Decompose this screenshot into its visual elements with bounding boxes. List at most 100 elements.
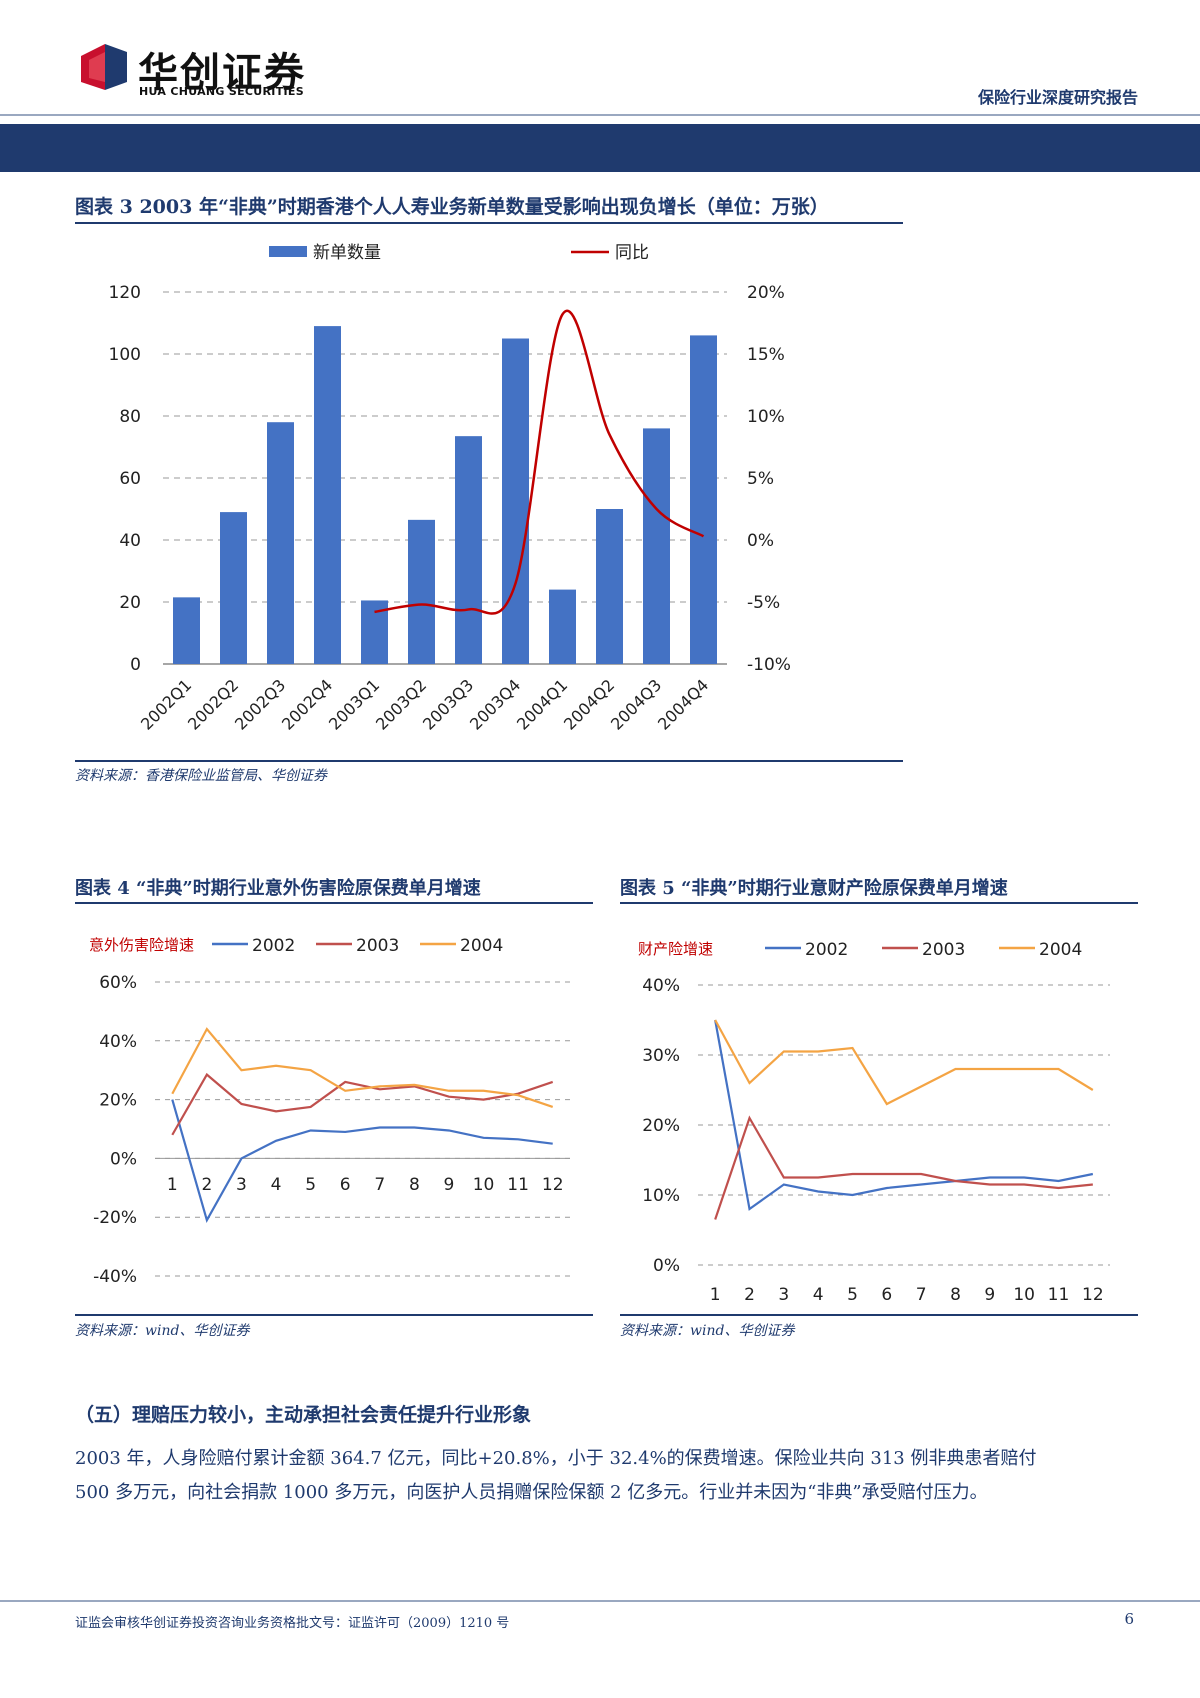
y-tick-label: 30% bbox=[642, 1046, 680, 1066]
figure4-source: 资料来源：wind、华创证券 bbox=[75, 1323, 250, 1339]
header-band bbox=[0, 124, 1200, 172]
legend-label-2003: 2003 bbox=[922, 940, 965, 960]
x-tick-label: 7 bbox=[916, 1285, 927, 1305]
x-tick-label: 2002Q1 bbox=[137, 675, 195, 733]
x-tick-label: 2003Q1 bbox=[325, 675, 383, 733]
x-tick-label: 2 bbox=[744, 1285, 755, 1305]
legend-label-2004: 2004 bbox=[460, 936, 503, 956]
y-tick-label: 40% bbox=[642, 976, 680, 996]
series-line-2004 bbox=[171, 1027, 554, 1108]
y-right-tick-label: 20% bbox=[747, 283, 785, 303]
y-tick-label: -20% bbox=[93, 1208, 137, 1228]
report-type: 保险行业深度研究报告 bbox=[977, 88, 1138, 107]
figure4-bottom-rule bbox=[75, 1314, 593, 1316]
y-tick-label: 20% bbox=[99, 1091, 137, 1111]
x-tick-label: 5 bbox=[847, 1285, 858, 1305]
bar bbox=[408, 519, 435, 664]
logo-mark-icon bbox=[81, 44, 127, 90]
x-tick-label: 2002Q4 bbox=[278, 675, 336, 733]
legend-label-bars: 新单数量 bbox=[313, 243, 381, 263]
page-number: 6 bbox=[1124, 1610, 1134, 1628]
x-tick-label: 10 bbox=[473, 1175, 495, 1195]
figure3-bottom-rule bbox=[75, 760, 903, 762]
figure4-title: 图表 4 “非典”时期行业意外伤害险原保费单月增速 bbox=[75, 878, 481, 899]
footer-license: 证监会审核华创证券投资咨询业务资格批文号：证监许可（2009）1210 号 bbox=[75, 1616, 510, 1631]
x-tick-label: 2002Q2 bbox=[184, 675, 242, 733]
x-tick-label: 2004Q1 bbox=[513, 675, 571, 733]
series-line-2002 bbox=[171, 1099, 553, 1223]
figure3-title: 图表 3 2003 年“非典”时期香港个人人寿业务新单数量受影响出现负增长（单位… bbox=[75, 196, 829, 218]
y-tick-label: 60% bbox=[99, 973, 137, 993]
legend-label-2002: 2002 bbox=[252, 936, 295, 956]
legend-label-2003: 2003 bbox=[356, 936, 399, 956]
y-right-tick-label: 5% bbox=[747, 469, 774, 489]
y-tick-label: 0% bbox=[110, 1149, 137, 1169]
bar bbox=[455, 436, 482, 664]
x-tick-label: 2003Q4 bbox=[466, 675, 524, 733]
figure3-chart: 0 20 40 60 80 100 120 -10% -5% 0% 5% 10% 15% 20% 2002Q… bbox=[109, 243, 791, 734]
series-line-2003 bbox=[171, 1072, 554, 1136]
footer-rule bbox=[0, 1600, 1200, 1602]
logo-text-en: HUA CHUANG SECURITIES bbox=[139, 85, 304, 98]
y-left-tick-label: 120 bbox=[109, 283, 141, 303]
series-line-2004 bbox=[714, 1019, 1094, 1106]
y-left-tick-label: 60 bbox=[119, 469, 141, 489]
x-tick-label: 2004Q2 bbox=[560, 675, 618, 733]
figure5-source: 资料来源：wind、华创证券 bbox=[620, 1323, 795, 1339]
figure5-bottom-rule bbox=[620, 1314, 1138, 1316]
x-tick-label: 8 bbox=[409, 1175, 420, 1195]
figure5-title: 图表 5 “非典”时期行业意财产险原保费单月增速 bbox=[620, 878, 1008, 899]
series-line-2003 bbox=[714, 1115, 1093, 1220]
y-right-tick-label: -5% bbox=[747, 593, 780, 613]
x-tick-label: 5 bbox=[305, 1175, 316, 1195]
x-tick-label: 2004Q4 bbox=[654, 675, 712, 733]
y-tick-label: 40% bbox=[99, 1032, 137, 1052]
figure5-top-rule bbox=[620, 902, 1138, 904]
x-tick-label: 4 bbox=[271, 1175, 282, 1195]
x-tick-label: 11 bbox=[1048, 1285, 1070, 1305]
header-rule bbox=[0, 114, 1200, 116]
y-right-tick-label: 10% bbox=[747, 407, 785, 427]
legend-title: 财产险增速 bbox=[638, 940, 713, 958]
x-tick-label: 9 bbox=[444, 1175, 455, 1195]
bar bbox=[596, 509, 623, 664]
series-line-2002 bbox=[714, 1019, 1094, 1211]
x-tick-label: 2004Q3 bbox=[607, 675, 665, 733]
y-tick-label: 10% bbox=[642, 1186, 680, 1206]
logo-text-cn: 华创证券 bbox=[138, 50, 306, 96]
y-left-tick-label: 40 bbox=[119, 531, 141, 551]
x-tick-label: 7 bbox=[374, 1175, 385, 1195]
x-tick-label: 2 bbox=[201, 1175, 212, 1195]
figure3-source: 资料来源：香港保险业监管局、华创证券 bbox=[75, 768, 327, 784]
bar bbox=[549, 589, 576, 664]
x-tick-label: 1 bbox=[167, 1175, 178, 1195]
section-paragraph-line1: 2003 年，人身险赔付累计金额 364.7 亿元，同比+20.8%，小于 32… bbox=[75, 1448, 1037, 1469]
x-tick-label: 4 bbox=[813, 1285, 824, 1305]
legend-title: 意外伤害险增速 bbox=[89, 936, 194, 954]
legend-label-2002: 2002 bbox=[805, 940, 848, 960]
legend-label-2004: 2004 bbox=[1039, 940, 1082, 960]
x-tick-label: 12 bbox=[542, 1175, 564, 1195]
x-tick-label: 12 bbox=[1082, 1285, 1104, 1305]
bar bbox=[314, 326, 341, 664]
x-tick-label: 10 bbox=[1013, 1285, 1035, 1305]
y-right-tick-label: -10% bbox=[747, 655, 791, 675]
y-right-tick-label: 15% bbox=[747, 345, 785, 365]
y-tick-label: 0% bbox=[653, 1256, 680, 1276]
section-paragraph-line2: 500 多万元，向社会捐款 1000 多万元，向医护人员捐赠保险保额 2 亿多元… bbox=[75, 1482, 988, 1503]
figure4-top-rule bbox=[75, 902, 593, 904]
x-tick-label: 11 bbox=[507, 1175, 529, 1195]
bar bbox=[173, 597, 200, 664]
y-tick-label: -40% bbox=[93, 1267, 137, 1287]
y-right-tick-label: 0% bbox=[747, 531, 774, 551]
bar bbox=[267, 422, 294, 664]
figure3-top-rule bbox=[75, 222, 903, 224]
legend-swatch-bars bbox=[269, 246, 307, 257]
x-tick-label: 2003Q3 bbox=[419, 675, 477, 733]
series-line-yoy bbox=[374, 309, 705, 615]
x-tick-label: 6 bbox=[881, 1285, 892, 1305]
bar bbox=[220, 512, 247, 664]
x-tick-label: 8 bbox=[950, 1285, 961, 1305]
y-tick-label: 20% bbox=[642, 1116, 680, 1136]
